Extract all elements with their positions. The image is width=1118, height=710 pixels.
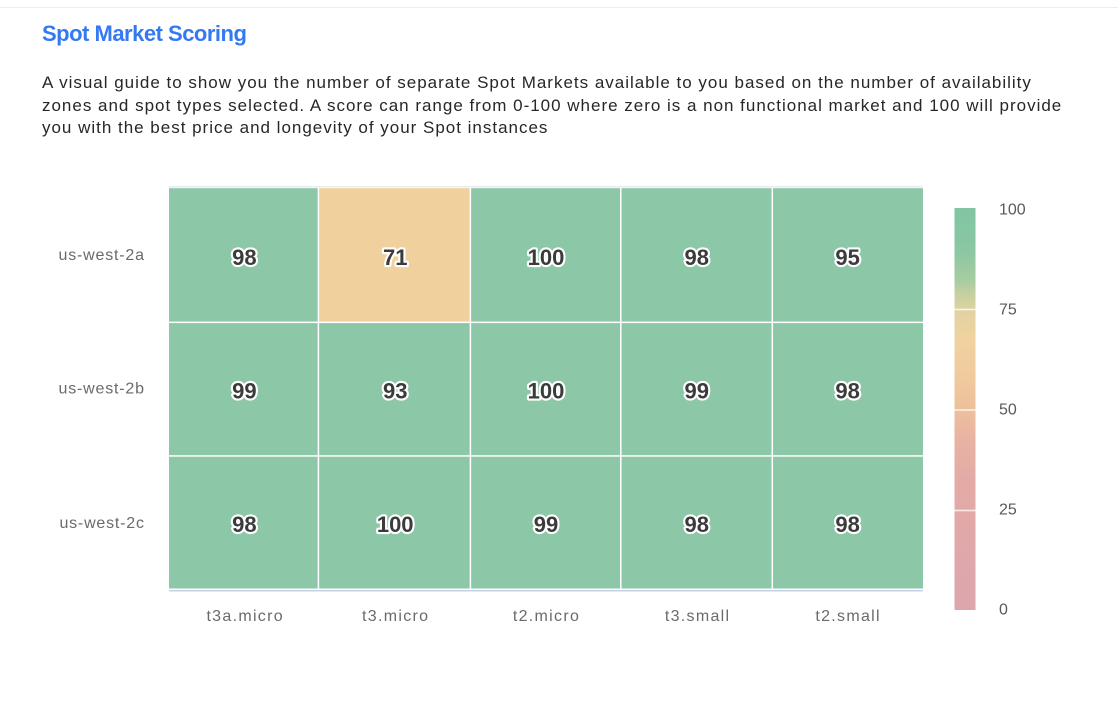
svg-text:99: 99	[232, 379, 256, 404]
svg-text:us-west-2c: us-west-2c	[59, 515, 144, 532]
svg-text:50: 50	[999, 402, 1017, 419]
svg-text:us-west-2b: us-west-2b	[59, 381, 145, 398]
svg-text:98: 98	[232, 245, 256, 270]
svg-text:98: 98	[685, 512, 709, 537]
svg-text:t3.small: t3.small	[665, 608, 731, 625]
svg-text:t3a.micro: t3a.micro	[206, 608, 284, 625]
svg-text:t3.micro: t3.micro	[362, 608, 429, 625]
svg-text:100: 100	[528, 379, 565, 404]
svg-text:98: 98	[685, 245, 709, 270]
svg-text:25: 25	[999, 502, 1017, 519]
svg-text:98: 98	[232, 512, 256, 537]
svg-text:t2.small: t2.small	[815, 608, 881, 625]
svg-text:99: 99	[685, 379, 709, 404]
svg-text:99: 99	[534, 512, 558, 537]
svg-text:93: 93	[383, 379, 407, 404]
svg-text:100: 100	[528, 245, 565, 270]
svg-text:us-west-2a: us-west-2a	[59, 247, 145, 264]
svg-text:95: 95	[835, 245, 859, 270]
svg-text:100: 100	[999, 202, 1026, 219]
svg-text:0: 0	[999, 602, 1008, 619]
svg-text:98: 98	[835, 512, 859, 537]
svg-text:t2.micro: t2.micro	[513, 608, 580, 625]
svg-text:100: 100	[377, 512, 414, 537]
svg-text:75: 75	[999, 302, 1017, 319]
svg-text:71: 71	[383, 245, 407, 270]
svg-text:98: 98	[835, 379, 859, 404]
